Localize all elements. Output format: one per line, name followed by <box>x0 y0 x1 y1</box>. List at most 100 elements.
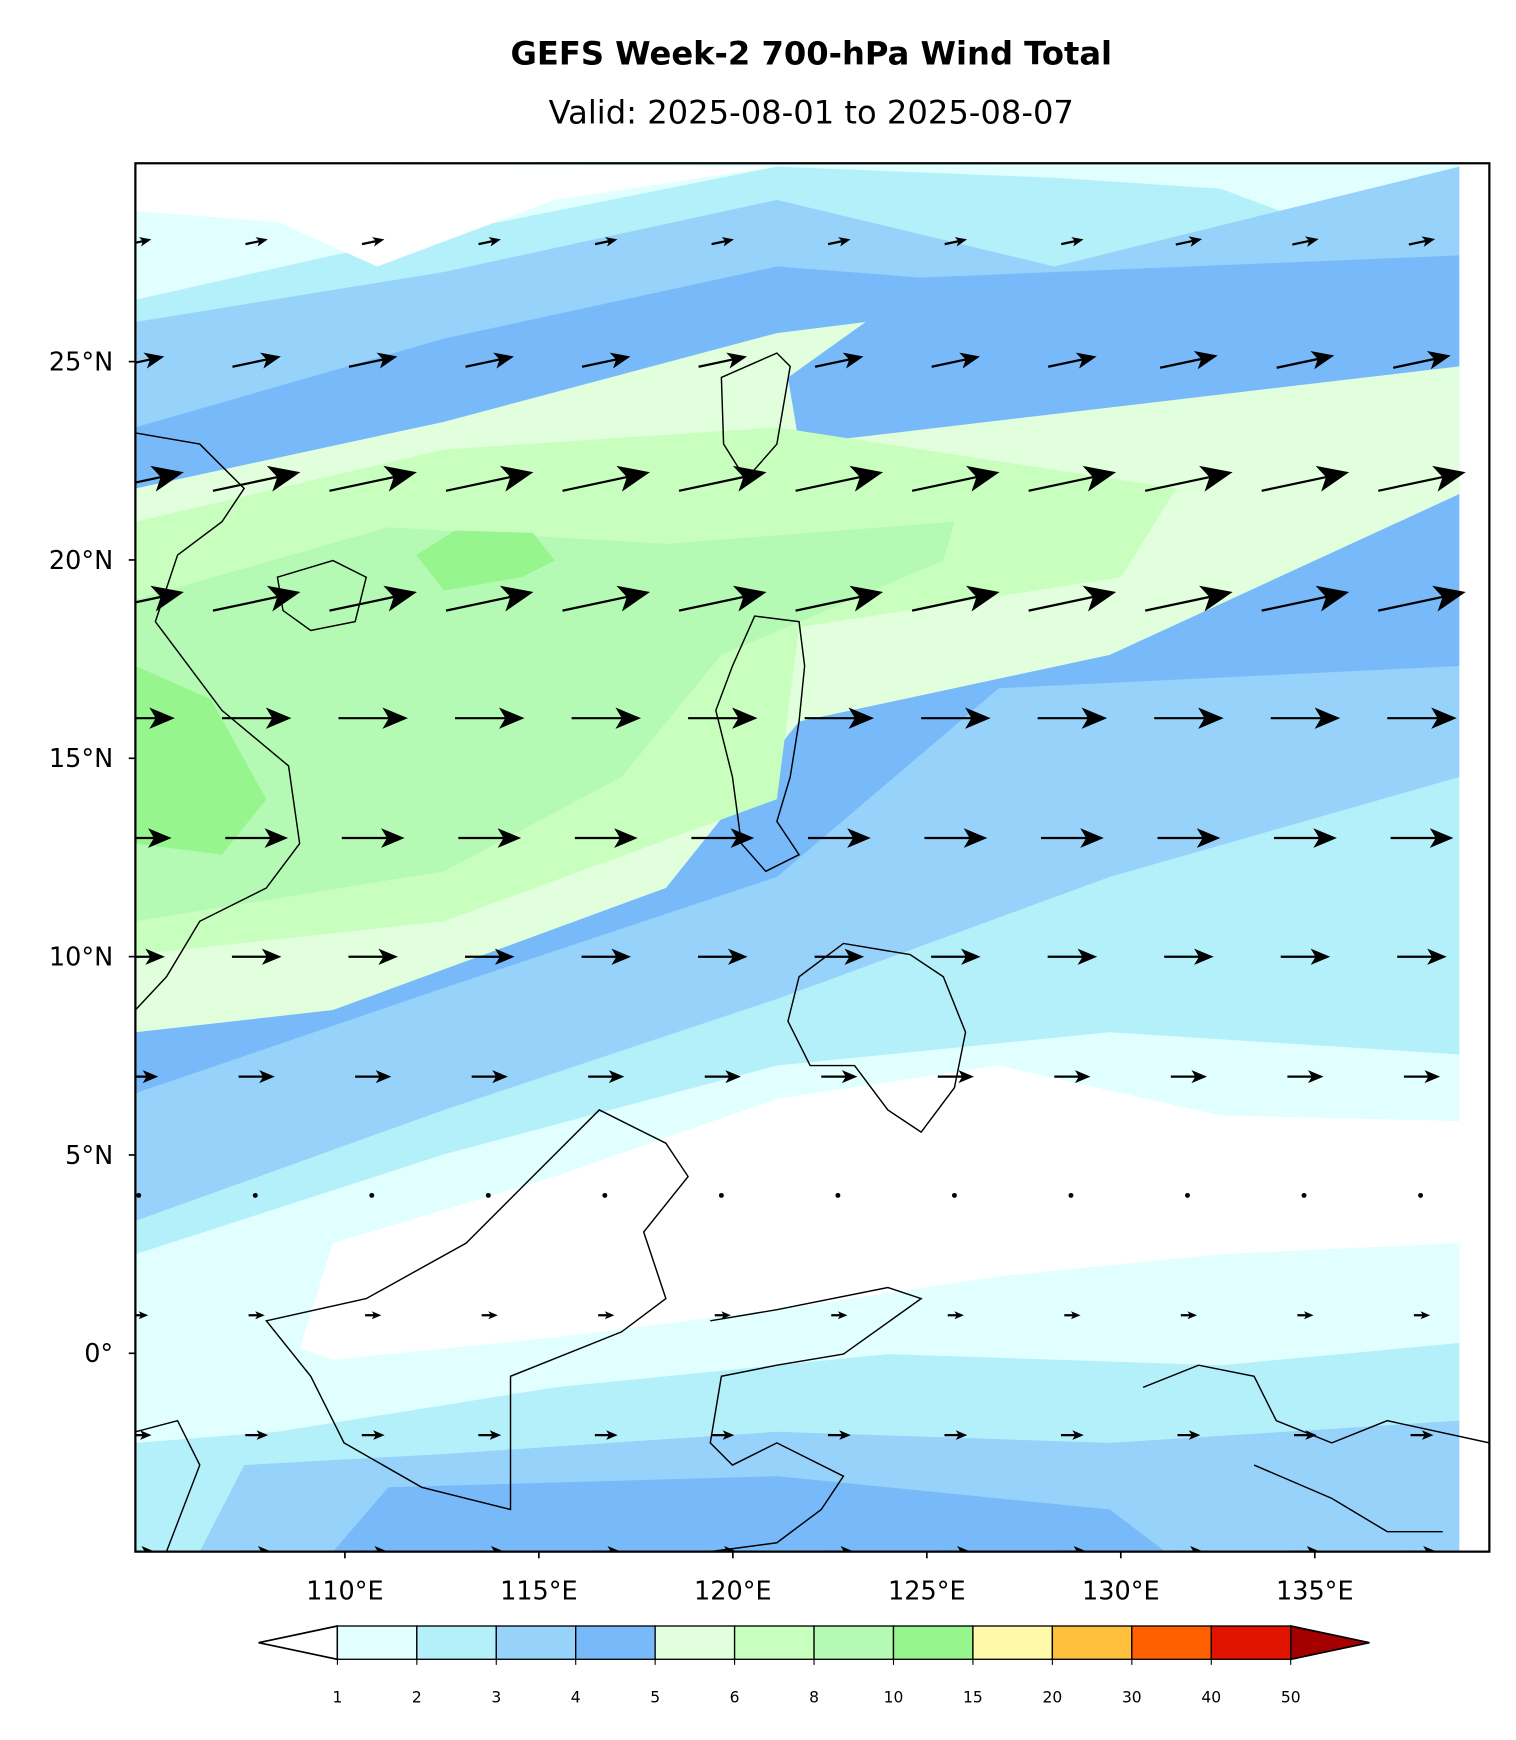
wind-arrow <box>1060 237 1084 247</box>
wind-arrow <box>1159 351 1218 370</box>
colorbar-swatch <box>813 1625 895 1660</box>
wind-arrow <box>1028 465 1117 492</box>
colorbar-label: 20 <box>1043 1689 1063 1707</box>
wind-arrow <box>1274 828 1337 848</box>
wind-arrow <box>238 1070 275 1084</box>
wind-arrow <box>465 352 514 369</box>
wind-dot <box>835 1192 841 1198</box>
wind-arrow <box>804 707 875 729</box>
colorbar-label: 4 <box>571 1689 581 1707</box>
wind-arrow <box>1144 585 1233 612</box>
wind-arrow <box>135 1311 149 1320</box>
wind-arrow <box>1170 1070 1208 1084</box>
colorbar-over <box>1289 1624 1370 1661</box>
wind-arrow <box>135 1070 159 1084</box>
y-tick-label: 15°N <box>49 744 113 774</box>
wind-arrow <box>231 948 282 965</box>
wind-arrow <box>1377 585 1466 612</box>
wind-arrow <box>1047 948 1098 965</box>
wind-arrow <box>458 828 522 848</box>
wind-arrow <box>1403 1070 1441 1084</box>
wind-dot <box>252 1192 258 1198</box>
wind-arrow <box>474 1545 505 1552</box>
wind-arrow <box>691 828 755 848</box>
colorbar-label: 2 <box>412 1689 422 1707</box>
wind-arrow <box>355 1070 392 1084</box>
wind-dot <box>1185 1192 1190 1198</box>
wind-arrow <box>1054 1070 1091 1084</box>
wind-dot <box>718 1192 724 1198</box>
wind-arrow <box>135 585 184 612</box>
wind-arrow <box>795 585 884 612</box>
y-tick-label: 5°N <box>65 1141 113 1171</box>
wind-arrow <box>704 1070 741 1084</box>
wind-dot <box>951 1192 957 1198</box>
wind-arrow <box>911 465 1000 492</box>
wind-arrow <box>241 1545 272 1552</box>
wind-arrow <box>711 1430 735 1440</box>
wind-dot <box>1301 1192 1307 1198</box>
wind-arrow <box>478 237 501 247</box>
colorbar-swatch <box>654 1625 736 1660</box>
wind-arrow <box>594 237 618 247</box>
colorbar-swatch <box>1051 1625 1133 1660</box>
wind-arrow <box>1164 948 1214 965</box>
wind-arrow <box>135 948 165 965</box>
map-frame <box>134 162 1491 1553</box>
wind-arrow <box>1410 1430 1434 1440</box>
x-tick-label: 125°E <box>888 1576 966 1606</box>
wind-arrow <box>1392 351 1451 370</box>
y-tick-label: 20°N <box>49 546 113 576</box>
wind-arrow <box>1028 585 1117 612</box>
wind-arrow <box>1294 1430 1317 1440</box>
wind-arrow <box>445 585 534 612</box>
wind-arrow <box>947 1311 964 1320</box>
wind-arrow <box>348 948 398 965</box>
wind-arrow <box>212 585 301 612</box>
wind-arrow <box>1287 1070 1324 1084</box>
wind-arrow <box>1297 1311 1314 1320</box>
wind-arrow <box>1180 1311 1198 1320</box>
wind-arrow <box>562 585 651 612</box>
wind-arrow <box>714 1311 731 1320</box>
wind-arrow <box>562 465 651 492</box>
colorbar-swatch <box>416 1625 497 1660</box>
wind-arrow <box>1397 948 1447 965</box>
wind-dot <box>1418 1192 1423 1198</box>
wind-arrow <box>445 465 534 492</box>
title: GEFS Week-2 700-hPa Wind Total <box>510 34 1112 72</box>
wind-arrow <box>698 352 747 369</box>
wind-arrow <box>341 828 405 848</box>
colorbar-label: 10 <box>884 1689 904 1707</box>
wind-arrow <box>827 237 851 247</box>
colorbar-swatch <box>1131 1625 1212 1660</box>
wind-arrow <box>329 585 417 612</box>
wind-arrow <box>348 352 398 369</box>
wind-arrow <box>708 1545 738 1552</box>
wind-arrow <box>1175 236 1203 247</box>
wind-dot <box>1068 1192 1074 1198</box>
colorbar-swatch <box>972 1625 1054 1660</box>
wind-arrow <box>941 1545 971 1552</box>
wind-arrow <box>598 1311 615 1320</box>
wind-arrow <box>245 1430 269 1440</box>
wind-arrow <box>581 352 631 369</box>
wind-arrow <box>135 352 165 369</box>
wind-arrow <box>1408 236 1436 247</box>
wind-arrow <box>1057 1545 1088 1552</box>
wind-arrow <box>1261 465 1350 492</box>
wind-arrow <box>248 1311 265 1320</box>
colorbar-label: 15 <box>963 1689 983 1707</box>
wind-arrow <box>135 237 152 247</box>
colorbar-swatch <box>575 1625 656 1660</box>
wind-arrow <box>245 237 268 247</box>
colorbar-label: 8 <box>809 1689 819 1707</box>
wind-arrow <box>1413 1311 1431 1320</box>
wind-contours <box>135 163 1490 1552</box>
wind-arrow <box>1387 707 1457 729</box>
wind-arrow <box>338 707 408 729</box>
wind-arrow <box>1292 236 1319 247</box>
colorbar-label: 5 <box>650 1689 660 1707</box>
wind-arrow <box>824 1545 855 1552</box>
